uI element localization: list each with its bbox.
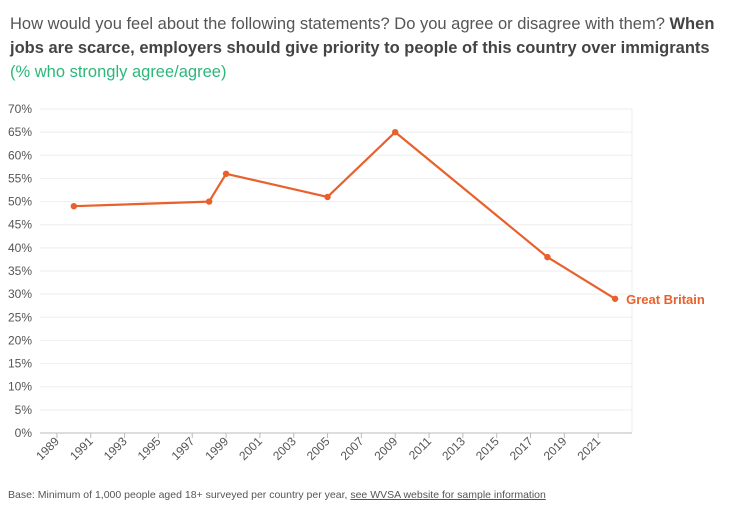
y-tick-label: 5% [15, 403, 33, 417]
chart-title: How would you feel about the following s… [10, 12, 715, 84]
wvsa-sample-link[interactable]: see WVSA website for sample information [350, 489, 546, 501]
x-tick-label: 2009 [372, 434, 401, 463]
x-tick-label: 2003 [270, 434, 299, 463]
data-point [611, 295, 619, 302]
grid-lines [40, 108, 633, 434]
x-tick-label: 2005 [304, 434, 333, 463]
data-point [70, 203, 78, 210]
x-tick-label: 2017 [507, 434, 536, 463]
footer-base-text: Base: Minimum of 1,000 people aged 18+ s… [8, 489, 348, 501]
y-tick-label: 50% [8, 195, 32, 209]
series-lines [72, 131, 617, 300]
y-tick-label: 10% [8, 380, 32, 394]
footer-note: Base: Minimum of 1,000 people aged 18+ s… [8, 489, 546, 501]
y-axis-tick-labels: 0% 5% 10% 15% 20% 25% 30% 35% 40% 45% 50% 55% 60% 65%… [8, 102, 32, 440]
line-chart: 0% 5% 10% 15% 20% 25% 30% 35% 40% 45% 50% 55% 60% 65%… [8, 102, 705, 463]
y-tick-label: 70% [8, 102, 32, 116]
question-text: How would you feel about the following s… [10, 15, 665, 33]
x-tick-label: 1999 [202, 434, 231, 463]
y-tick-label: 55% [8, 171, 32, 185]
series-points [70, 128, 619, 302]
y-tick-label: 35% [8, 264, 32, 278]
x-tick-label: 2001 [236, 434, 265, 463]
x-tick-label: 2019 [541, 434, 570, 463]
statement-text: When jobs are scarce, employers should g… [10, 15, 715, 57]
x-tick-label: 1997 [169, 434, 198, 463]
x-tick-label: 2011 [406, 434, 434, 462]
y-tick-label: 40% [8, 241, 32, 255]
y-tick-label: 30% [8, 287, 32, 301]
unit-note: (% who strongly agree/agree) [10, 63, 227, 81]
x-tick-label: 2007 [338, 434, 367, 463]
y-tick-label: 45% [8, 218, 32, 232]
x-tick-label: 1993 [101, 434, 130, 463]
x-tick-label: 2015 [473, 434, 502, 463]
data-point [544, 253, 551, 261]
series-line [72, 131, 617, 300]
y-tick-label: 20% [8, 333, 32, 347]
x-tick-label: 2021 [575, 434, 604, 463]
y-tick-label: 60% [8, 148, 32, 162]
axes [40, 432, 632, 438]
x-tick-label: 1991 [67, 434, 96, 463]
y-tick-label: 15% [8, 357, 32, 371]
data-point [324, 193, 331, 201]
y-tick-label: 0% [15, 426, 33, 440]
x-tick-label: 2013 [439, 434, 468, 463]
data-point [392, 128, 399, 136]
y-tick-label: 65% [8, 125, 32, 139]
series-labels: Great Britain [626, 292, 705, 307]
y-tick-label: 25% [8, 310, 32, 324]
x-axis-tick-labels: 1989 1991 1993 1995 1997 1999 2001 2003 2005 2007… [33, 434, 603, 463]
data-point [205, 198, 213, 205]
x-tick-label: 1989 [33, 434, 62, 463]
series-label: Great Britain [626, 292, 705, 307]
data-point [222, 170, 230, 177]
x-tick-label: 1995 [135, 434, 164, 463]
